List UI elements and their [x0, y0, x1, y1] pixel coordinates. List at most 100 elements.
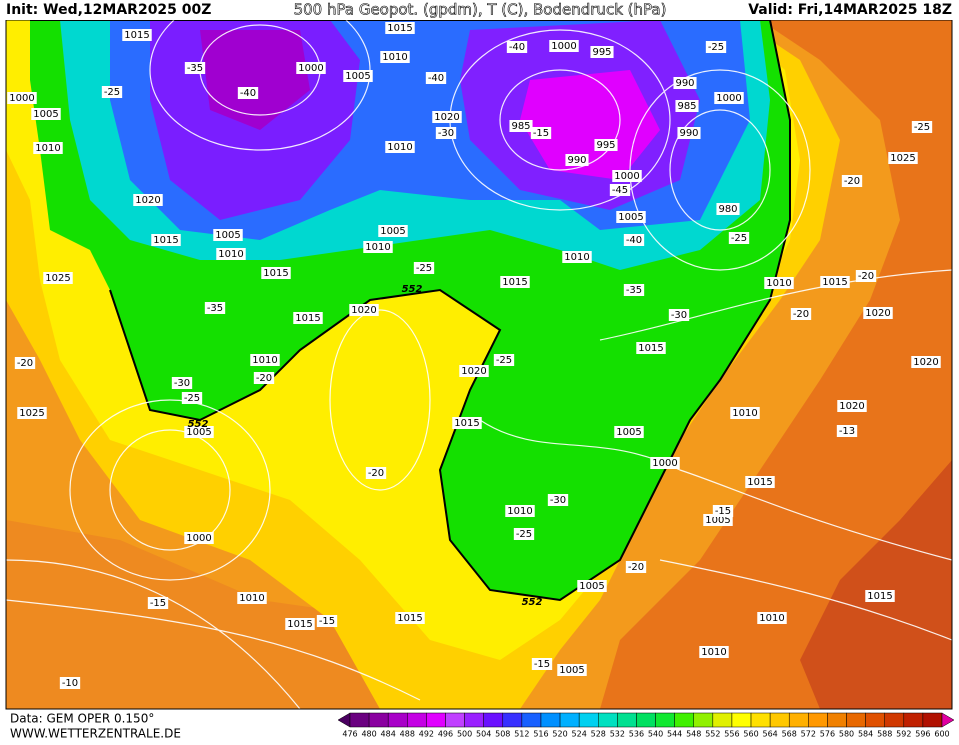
colorbar-arrow-right — [941, 712, 955, 728]
isobar-label: 1020 — [839, 401, 864, 412]
isobar-label-box — [562, 251, 592, 263]
isobar-label-box — [385, 141, 415, 153]
colorbar-label: 584 — [858, 730, 873, 739]
isobars — [5, 0, 953, 710]
colorbar-label: 560 — [743, 730, 758, 739]
colorbar-swatch — [846, 712, 866, 728]
temperature-label: -25 — [104, 87, 120, 98]
colorbar-swatch — [464, 712, 484, 728]
temperature-label: -13 — [839, 426, 855, 437]
temperature-label: -15 — [533, 128, 549, 139]
colorbar-label: 516 — [533, 730, 548, 739]
contour-label: 552 — [522, 597, 543, 608]
isobar-label-box — [612, 170, 642, 182]
colorbar-swatch — [387, 712, 408, 728]
isobar-label-box — [459, 365, 489, 377]
isobar-label-box — [184, 532, 214, 544]
colorbar-label: 544 — [667, 730, 682, 739]
colorbar-label: 492 — [419, 730, 434, 739]
temperature-label: -20 — [256, 373, 272, 384]
temperature-label: -25 — [184, 393, 200, 404]
temperature-label-box — [855, 270, 877, 282]
colorbar-swatch — [578, 712, 599, 728]
isobar-label: 1000 — [9, 93, 34, 104]
isobar-label: 1010 — [252, 355, 277, 366]
isobar-label-box — [285, 618, 315, 630]
isobar-label: 1005 — [705, 515, 730, 526]
isobar-label: 985 — [511, 121, 530, 132]
isobar-label: 1005 — [579, 581, 604, 592]
temperature-label: -20 — [368, 468, 384, 479]
temperature-label: -30 — [438, 128, 454, 139]
isobar-label-box — [714, 92, 744, 104]
temperature-label: -20 — [628, 562, 644, 573]
temperature-label: -20 — [17, 358, 33, 369]
isobar-label-box — [590, 46, 614, 58]
field-dark-orange — [600, 20, 952, 709]
isobar-label-box — [911, 356, 941, 368]
temperature-label-box — [530, 127, 552, 139]
colorbar-label: 580 — [839, 730, 854, 739]
isobar-label: 1005 — [380, 226, 405, 237]
temperature-label: -15 — [715, 506, 731, 517]
colorbar-swatch — [674, 712, 694, 728]
temperature-label: -40 — [509, 42, 525, 53]
isobar-label: 1005 — [345, 71, 370, 82]
isobar-label-box — [863, 307, 893, 319]
isobar-label-box — [673, 77, 697, 89]
isobar-label-box — [730, 407, 760, 419]
temperature-label-box — [513, 528, 535, 540]
temperature-label-box — [253, 372, 275, 384]
isobar-label: 1010 — [35, 143, 60, 154]
field-purple-core — [200, 30, 310, 130]
isobar-label: 1010 — [382, 52, 407, 63]
colorbar-label: 556 — [724, 730, 739, 739]
temperature-label: -35 — [626, 285, 642, 296]
init-time: Init: Wed,12MAR2025 00Z — [6, 2, 211, 18]
isobar-label-box — [614, 426, 644, 438]
isobar-label: 1010 — [239, 593, 264, 604]
colorbar-label: 568 — [782, 730, 797, 739]
isobar-label-box — [385, 22, 415, 34]
contour-label: 552 — [188, 419, 209, 430]
colorbar-label: 564 — [762, 730, 777, 739]
temperature-label: -30 — [671, 310, 687, 321]
colorbar-swatch — [368, 712, 389, 728]
temperature-label: -20 — [844, 176, 860, 187]
colorbar-label: 572 — [801, 730, 816, 739]
isobar-label-box — [184, 426, 214, 438]
isobar-label-box — [33, 142, 63, 154]
isobar-label: 1010 — [564, 252, 589, 263]
temperature-label: -15 — [150, 598, 166, 609]
temperature-label: -10 — [62, 678, 78, 689]
isobar-label-box — [452, 417, 482, 429]
isobar-label: 1005 — [618, 212, 643, 223]
isobar-label: 1015 — [454, 418, 479, 429]
isobar-label: 990 — [567, 155, 586, 166]
colorbar-label: 552 — [705, 730, 720, 739]
temperature-label-box — [623, 284, 645, 296]
colorbar-swatch — [750, 712, 771, 728]
isobar-label: 1025 — [890, 153, 915, 164]
isobar-label: 1020 — [913, 357, 938, 368]
colorbar-label: 592 — [896, 730, 911, 739]
colorbar: 476 480 484 488 492 496 500 504 508 512 516 520 524 5… — [337, 712, 955, 739]
isobar-label: 995 — [592, 47, 611, 58]
isobar-label-box — [378, 225, 408, 237]
colorbar-label: 524 — [572, 730, 587, 739]
isobar-label: 1010 — [732, 408, 757, 419]
isobar-label-box — [261, 267, 291, 279]
colorbar-swatch — [865, 712, 885, 728]
isobar-label: 1010 — [507, 506, 532, 517]
temperature-label-box — [204, 302, 226, 314]
temperature-label-box — [435, 127, 457, 139]
isobar-label: 1025 — [45, 273, 70, 284]
temperature-label-box — [181, 392, 203, 404]
data-source: Data: GEM OPER 0.150° — [10, 712, 154, 726]
isobar-label: 1015 — [867, 591, 892, 602]
isobar-label: 1005 — [616, 427, 641, 438]
isobar-label-box — [677, 127, 701, 139]
isobar-label: 1015 — [502, 277, 527, 288]
colorbar-label: 536 — [629, 730, 644, 739]
isobar-label: 990 — [675, 78, 694, 89]
